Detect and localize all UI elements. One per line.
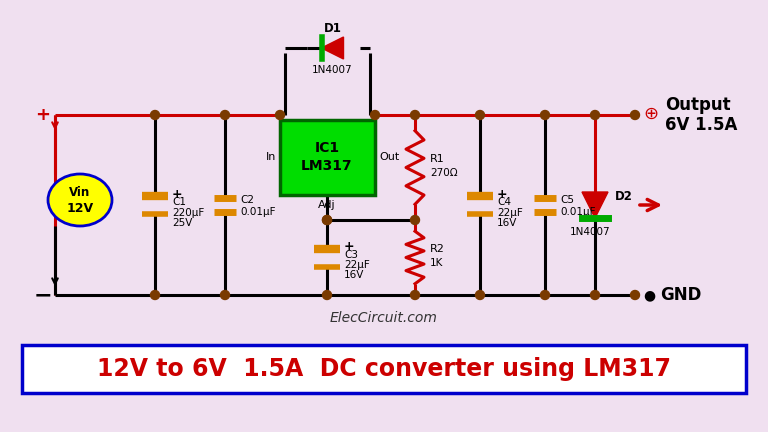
- Text: ⊕: ⊕: [643, 105, 658, 123]
- Circle shape: [370, 111, 379, 120]
- Text: +: +: [344, 240, 355, 253]
- Text: 1K: 1K: [430, 257, 443, 267]
- Circle shape: [475, 290, 485, 299]
- Text: C1: C1: [172, 197, 186, 207]
- Polygon shape: [582, 192, 608, 218]
- Text: 12V to 6V  1.5A  DC converter using LM317: 12V to 6V 1.5A DC converter using LM317: [97, 357, 671, 381]
- Circle shape: [591, 111, 600, 120]
- Circle shape: [151, 290, 160, 299]
- Circle shape: [631, 290, 640, 299]
- Text: 1N4007: 1N4007: [570, 227, 611, 237]
- Text: 220µF: 220µF: [172, 208, 204, 218]
- Text: 16V: 16V: [497, 218, 518, 228]
- Text: C4: C4: [497, 197, 511, 207]
- Text: 12V: 12V: [67, 201, 94, 215]
- Circle shape: [220, 290, 230, 299]
- Ellipse shape: [48, 174, 112, 226]
- Text: ElecCircuit.com: ElecCircuit.com: [330, 311, 438, 325]
- Circle shape: [591, 290, 600, 299]
- Text: 0.01µF: 0.01µF: [240, 207, 276, 217]
- Circle shape: [323, 216, 332, 225]
- Circle shape: [411, 111, 419, 120]
- Bar: [22, 345, 746, 393]
- Circle shape: [475, 111, 485, 120]
- Circle shape: [220, 111, 230, 120]
- Text: C3: C3: [344, 250, 358, 260]
- Text: 16V: 16V: [344, 270, 364, 280]
- Text: 270Ω: 270Ω: [430, 168, 458, 178]
- Text: −: −: [34, 285, 52, 305]
- Text: +: +: [172, 187, 183, 200]
- Polygon shape: [322, 37, 343, 59]
- Circle shape: [541, 290, 549, 299]
- Text: 25V: 25V: [172, 218, 192, 228]
- Text: In: In: [266, 152, 276, 162]
- Circle shape: [411, 216, 419, 225]
- Circle shape: [276, 111, 284, 120]
- Text: Vin: Vin: [69, 187, 91, 200]
- Text: Output: Output: [665, 96, 730, 114]
- Text: D1: D1: [323, 22, 342, 35]
- Circle shape: [323, 216, 332, 225]
- Text: R2: R2: [430, 245, 445, 254]
- Text: 6V 1.5A: 6V 1.5A: [665, 116, 737, 134]
- Text: Adj: Adj: [318, 200, 336, 210]
- Text: GND: GND: [660, 286, 701, 304]
- Text: D2: D2: [615, 191, 633, 203]
- Bar: [280, 120, 375, 195]
- Text: +: +: [35, 106, 51, 124]
- Text: Out: Out: [379, 152, 399, 162]
- Text: 0.01µF: 0.01µF: [560, 207, 595, 217]
- Text: 1N4007: 1N4007: [312, 65, 353, 75]
- Circle shape: [151, 111, 160, 120]
- Text: +: +: [497, 187, 508, 200]
- Text: 22µF: 22µF: [497, 208, 523, 218]
- Text: C2: C2: [240, 195, 254, 205]
- Text: ●: ●: [643, 288, 655, 302]
- Circle shape: [541, 111, 549, 120]
- Circle shape: [631, 111, 640, 120]
- Circle shape: [323, 290, 332, 299]
- Text: 22µF: 22µF: [344, 260, 369, 270]
- Circle shape: [411, 290, 419, 299]
- Text: LM317: LM317: [301, 159, 353, 174]
- Text: R1: R1: [430, 155, 445, 165]
- Text: C5: C5: [560, 195, 574, 205]
- Text: IC1: IC1: [314, 142, 339, 156]
